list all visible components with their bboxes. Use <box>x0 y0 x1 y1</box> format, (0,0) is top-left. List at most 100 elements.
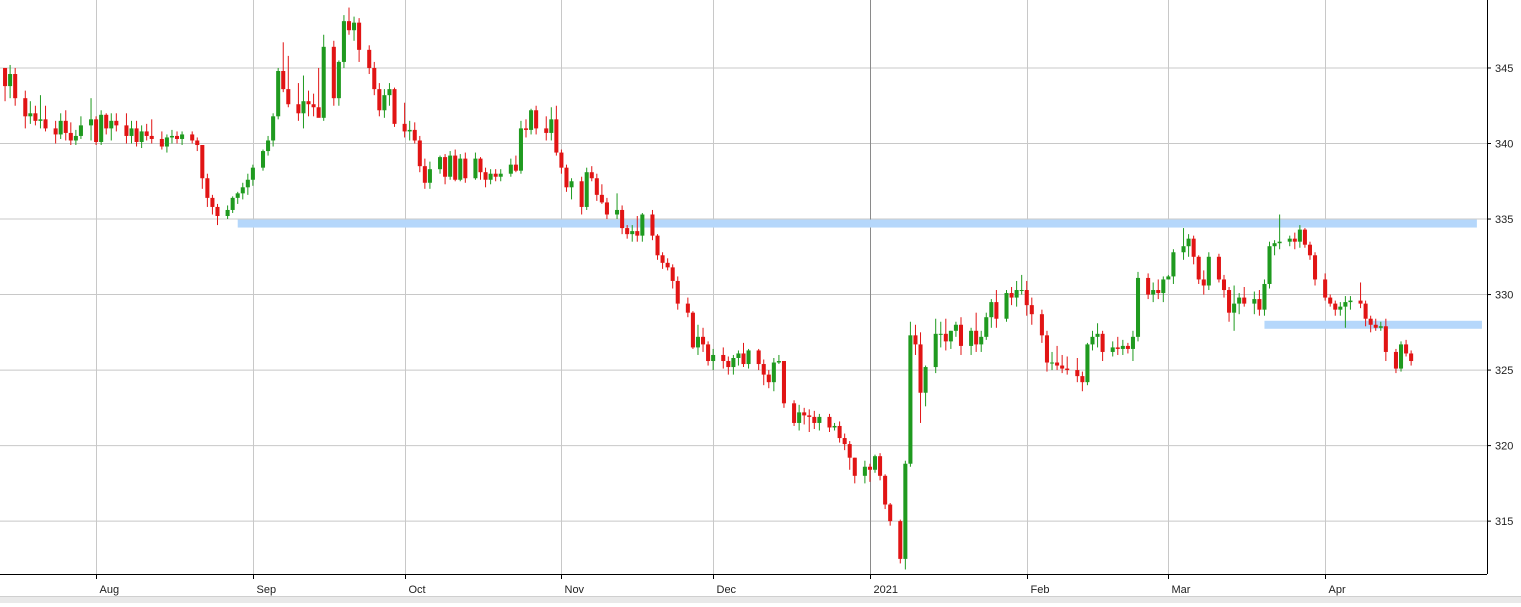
candle-up-body <box>933 333 938 368</box>
candle-down-body <box>1363 303 1368 319</box>
candle-up-body <box>1090 336 1095 345</box>
x-tick-label: Sep <box>257 584 277 596</box>
y-tick-label: 345 <box>1495 63 1513 75</box>
candle-down-body <box>316 107 321 118</box>
candle-down-body <box>620 209 625 229</box>
candle-down-body <box>701 336 706 345</box>
candle-down-body <box>68 132 73 141</box>
candle-down-body <box>685 303 690 313</box>
candle-up-body <box>250 167 255 180</box>
candles <box>3 7 1414 570</box>
candle-up-body <box>640 214 645 236</box>
candle-down-body <box>888 504 893 522</box>
candle-down-body <box>1404 344 1409 354</box>
candle-down-body <box>1080 376 1085 383</box>
candle-down-body <box>655 235 660 256</box>
x-tick-label: Aug <box>100 584 120 596</box>
candle-up-body <box>8 74 13 87</box>
candle-up-body <box>938 333 943 335</box>
candle-up-body <box>923 367 928 393</box>
candle-up-body <box>1120 345 1125 349</box>
candle-down-body <box>1383 326 1388 352</box>
candle-up-body <box>1348 300 1353 303</box>
candle-down-body <box>367 49 372 68</box>
candle-down-body <box>513 164 518 171</box>
candle-down-body <box>417 140 422 167</box>
candle-up-body <box>240 187 245 194</box>
candle-down-body <box>1146 277 1151 295</box>
candle-up-body <box>1110 347 1115 352</box>
candle-down-body <box>200 145 205 179</box>
candle-down-body <box>331 46 336 99</box>
candle-down-body <box>114 120 119 126</box>
candle-up-body <box>341 21 346 62</box>
candle-down-body <box>104 114 109 129</box>
candle-up-body <box>872 456 878 470</box>
candle-down-body <box>913 335 918 345</box>
candle-down-body <box>898 521 903 559</box>
candle-down-body <box>149 135 154 139</box>
candle-down-body <box>994 302 999 319</box>
candle-up-body <box>407 129 412 132</box>
candle-down-body <box>346 21 352 31</box>
candle-down-body <box>205 178 210 198</box>
candle-up-body <box>1050 362 1055 364</box>
candle-down-body <box>827 416 832 428</box>
candle-down-body <box>1065 368 1070 371</box>
candle-down-body <box>544 128 549 133</box>
candle-down-body <box>1368 318 1373 325</box>
candle-down-body <box>422 166 427 183</box>
candle-up-body <box>817 416 822 423</box>
candle-down-body <box>1409 353 1414 362</box>
candle-down-body <box>144 131 149 136</box>
candle-down-body <box>1201 279 1206 286</box>
candle-down-body <box>1125 345 1130 349</box>
candle-up-body <box>776 361 781 363</box>
candle-up-body <box>508 164 513 174</box>
candle-up-body <box>1272 243 1277 247</box>
candle-down-body <box>281 70 286 90</box>
candle-up-body <box>276 70 281 117</box>
candle-down-body <box>974 330 979 345</box>
candle-down-body <box>690 312 695 348</box>
candle-down-body <box>812 416 817 423</box>
axes: 315 320 325 330 335 340 345 Aug Sep Oct Nov Dec 2021… <box>0 0 1513 596</box>
candle-up-body <box>266 140 271 152</box>
candle-up-body <box>736 353 741 358</box>
x-tick-label: Dec <box>717 584 737 596</box>
candle-up-body <box>387 89 392 96</box>
candle-up-body <box>1206 256 1211 286</box>
candle-up-body <box>1378 326 1383 328</box>
candle-down-body <box>918 344 923 393</box>
candle-down-body <box>392 89 397 124</box>
candle-up-body <box>448 155 453 177</box>
candle-down-body <box>1257 299 1262 310</box>
candle-up-body <box>903 463 908 559</box>
candle-down-body <box>559 152 564 168</box>
candle-down-body <box>1333 303 1338 310</box>
scrollbar-strip[interactable] <box>0 596 1521 603</box>
candle-up-body <box>1019 290 1024 292</box>
candle-up-body <box>1166 276 1171 280</box>
candle-up-body <box>1297 229 1302 242</box>
candle-up-body <box>458 158 463 180</box>
candle-down-body <box>1221 279 1227 291</box>
candle-up-body <box>352 22 357 31</box>
candle-up-body <box>1014 290 1019 298</box>
candle-up-body <box>427 169 432 183</box>
candle-up-body <box>28 113 33 117</box>
candle-down-body <box>33 113 38 121</box>
candle-down-body <box>867 466 872 470</box>
candle-down-body <box>852 457 857 476</box>
candle-down-body <box>766 374 771 383</box>
candle-down-body <box>159 138 164 147</box>
candle-up-body <box>109 120 114 129</box>
candle-down-body <box>1075 370 1080 377</box>
y-tick-label: 315 <box>1495 516 1513 528</box>
candle-up-body <box>1398 344 1404 369</box>
candle-up-body <box>584 172 589 207</box>
support-level-band <box>237 219 1477 228</box>
candle-down-body <box>3 67 8 87</box>
